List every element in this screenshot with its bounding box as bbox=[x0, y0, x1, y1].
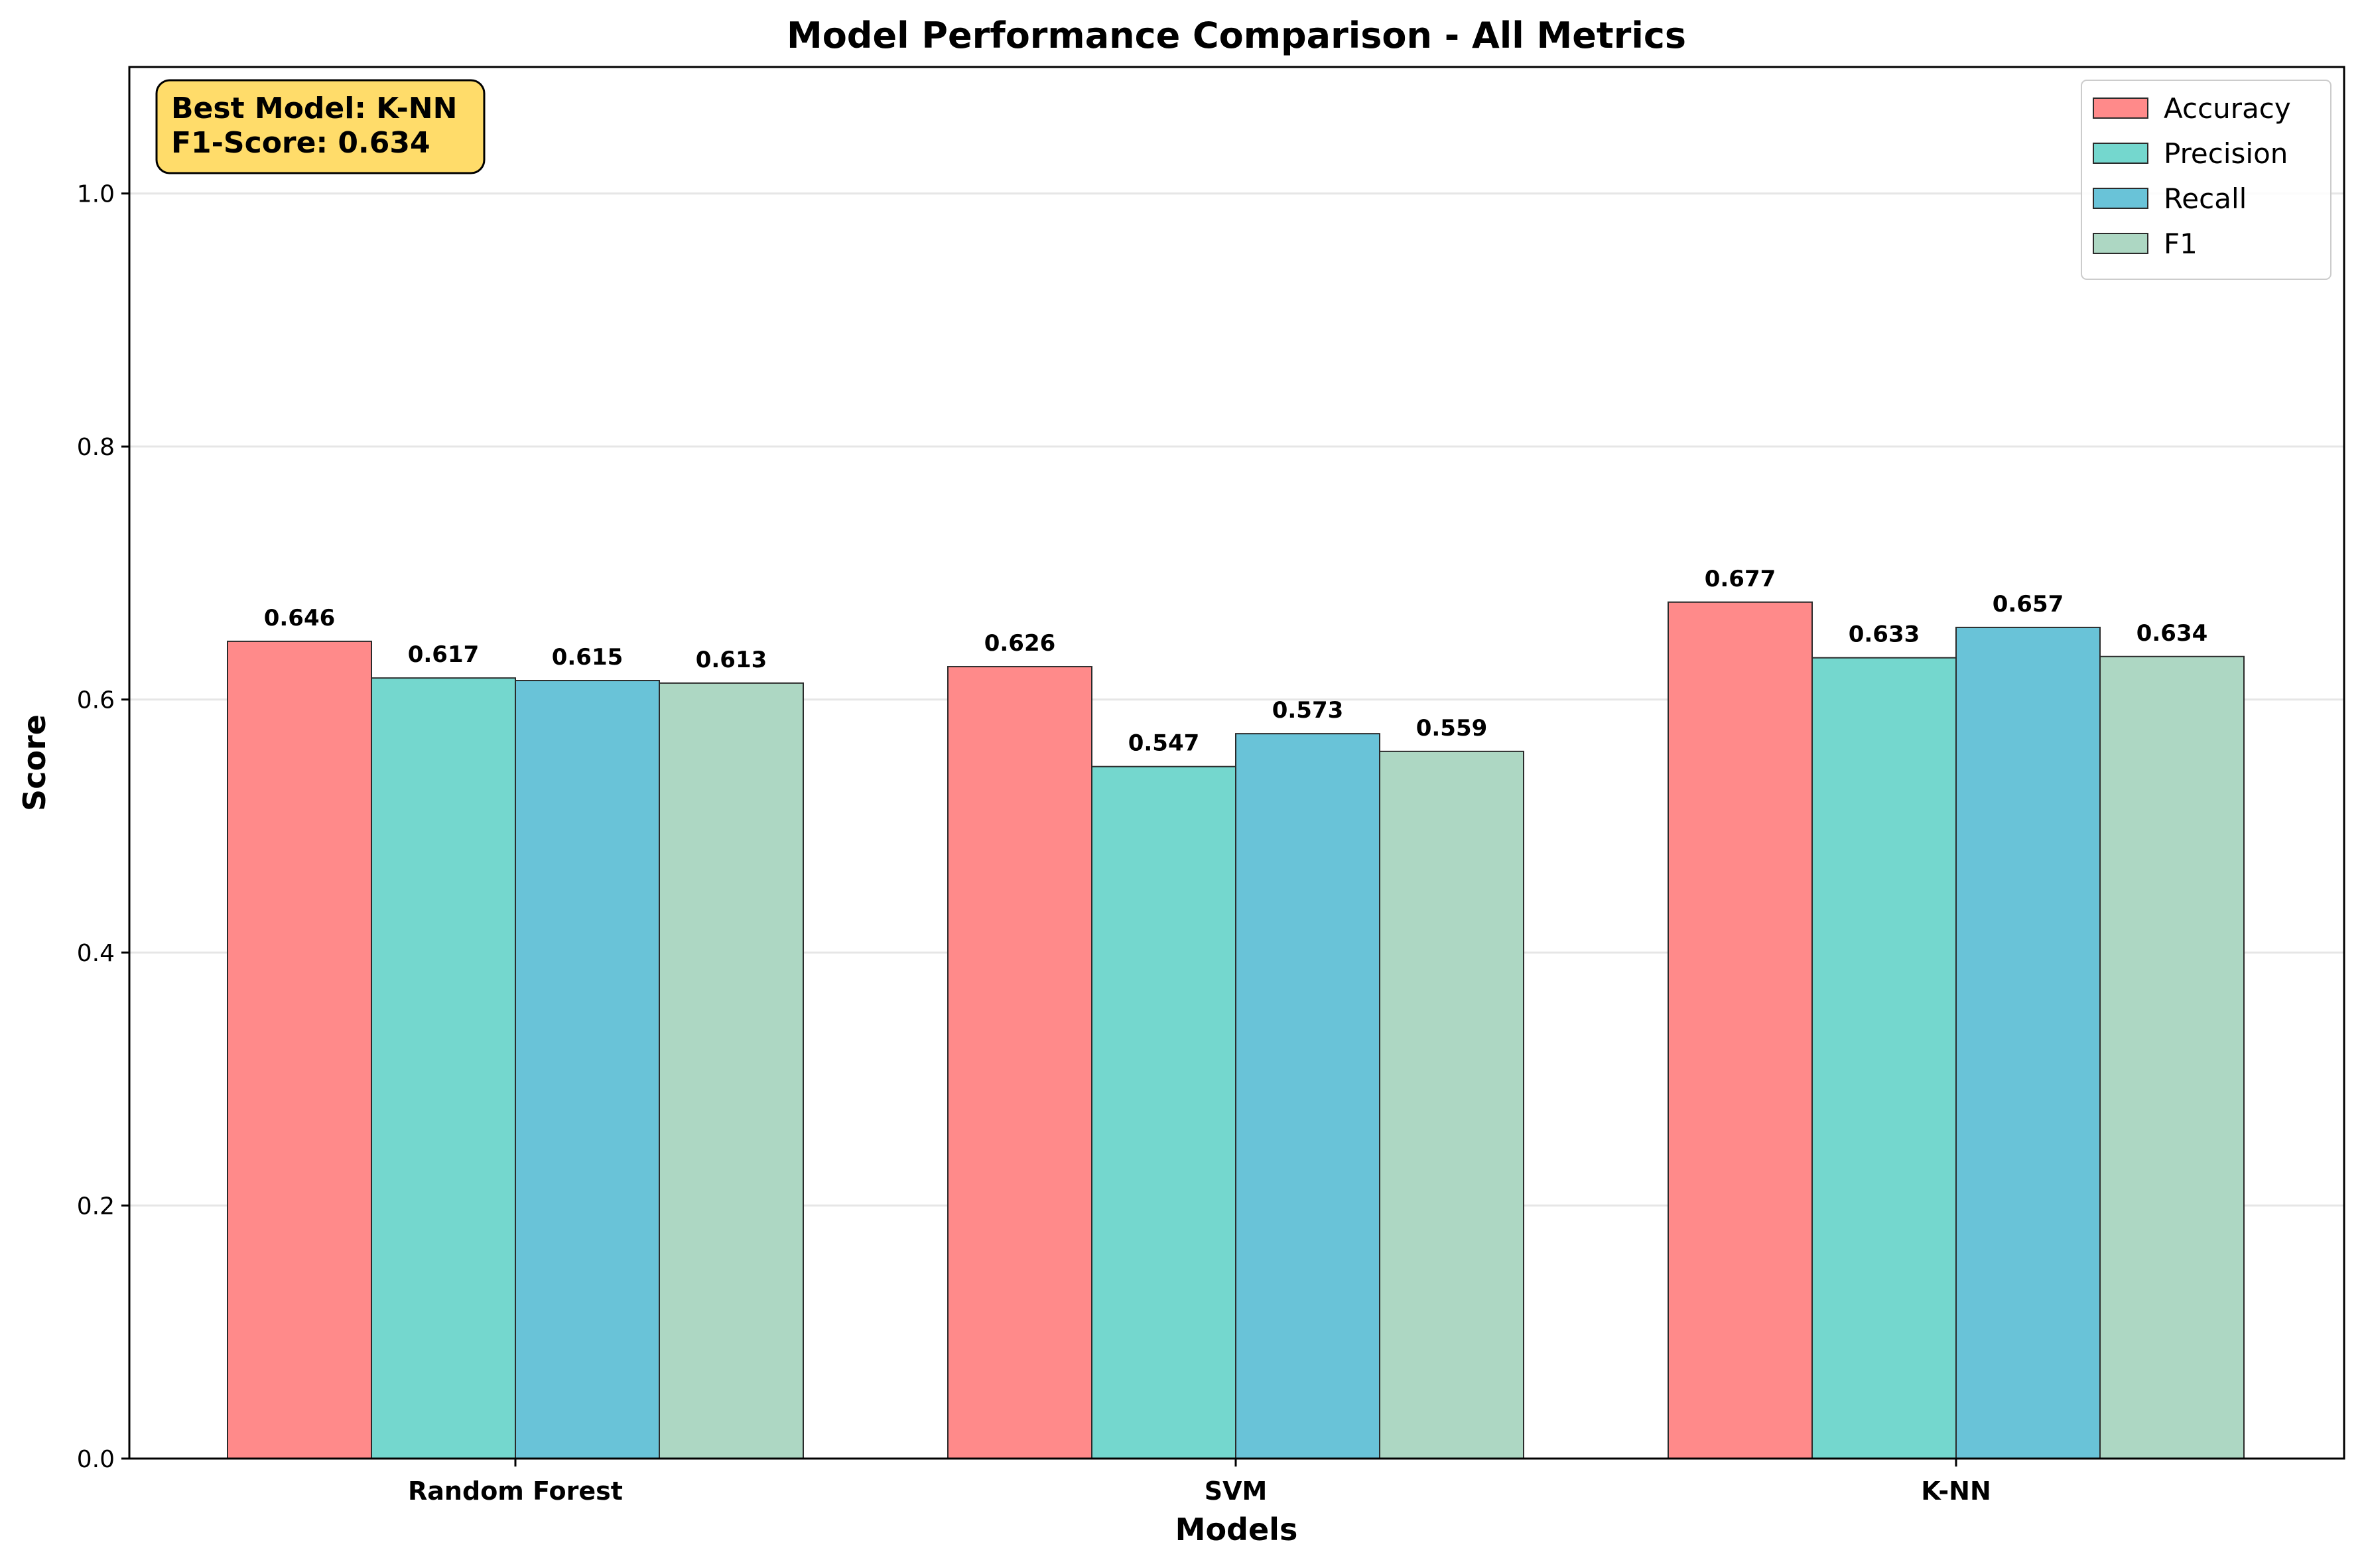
value-label: 0.573 bbox=[1272, 697, 1344, 724]
bar-accuracy bbox=[947, 666, 1092, 1460]
legend-label: Precision bbox=[2164, 137, 2288, 170]
x-tick-label: Random Forest bbox=[408, 1476, 623, 1506]
value-label: 0.613 bbox=[696, 647, 767, 673]
legend-label: Accuracy bbox=[2164, 92, 2291, 125]
annotation-line: Best Model: K-NN bbox=[171, 92, 457, 125]
value-label: 0.617 bbox=[408, 641, 480, 668]
y-tick-label: 0.0 bbox=[77, 1446, 115, 1473]
legend-swatch bbox=[2093, 188, 2148, 209]
annotation-box bbox=[155, 79, 486, 174]
x-axis-title: Models bbox=[1175, 1512, 1298, 1547]
bar-accuracy bbox=[1668, 601, 1813, 1459]
x-tick-label: K-NN bbox=[1921, 1476, 1991, 1506]
bar-f1 bbox=[2099, 655, 2245, 1459]
y-tick-label: 0.8 bbox=[77, 434, 115, 461]
legend-label: F1 bbox=[2164, 228, 2198, 260]
legend-box bbox=[2081, 80, 2331, 280]
y-tick-label: 0.6 bbox=[77, 687, 115, 714]
bar-f1 bbox=[1379, 750, 1524, 1459]
legend-label: Recall bbox=[2164, 182, 2247, 215]
bar-f1 bbox=[659, 682, 804, 1459]
legend-swatch bbox=[2093, 233, 2148, 254]
value-labels: 0.646 0.617 0.615 0.613 0.626 0.547 0.573 0.559… bbox=[264, 566, 2208, 757]
y-axis-title: Score bbox=[17, 714, 52, 811]
value-label: 0.657 bbox=[1993, 591, 2064, 618]
y-tick-label: 1.0 bbox=[77, 181, 115, 208]
x-tick-label: SVM bbox=[1205, 1476, 1268, 1506]
y-tick-label: 0.2 bbox=[77, 1193, 115, 1220]
legend: Accuracy Precision Recall F1 bbox=[2081, 80, 2331, 280]
annotation-line: F1-Score: 0.634 bbox=[171, 126, 430, 160]
value-label: 0.626 bbox=[984, 630, 1056, 657]
value-label: 0.633 bbox=[1849, 621, 1920, 648]
bar-accuracy bbox=[227, 640, 372, 1459]
value-label: 0.634 bbox=[2136, 620, 2208, 647]
value-label: 0.559 bbox=[1416, 715, 1488, 742]
y-axis: 0.0 0.2 0.4 0.6 0.8 1.0 bbox=[77, 181, 129, 1473]
value-label: 0.677 bbox=[1705, 566, 1776, 592]
bar-precision bbox=[371, 677, 516, 1459]
value-label: 0.547 bbox=[1128, 730, 1200, 757]
value-label: 0.646 bbox=[264, 605, 336, 631]
chart-title: Model Performance Comparison - All Metri… bbox=[787, 15, 1686, 56]
bar-recall bbox=[1955, 626, 2101, 1459]
bar-precision bbox=[1091, 765, 1236, 1459]
legend-swatch bbox=[2093, 143, 2148, 164]
bar-recall bbox=[1235, 733, 1380, 1459]
value-label: 0.615 bbox=[552, 644, 624, 671]
bar-recall bbox=[515, 680, 660, 1459]
bar-precision bbox=[1811, 657, 1957, 1459]
legend-swatch bbox=[2093, 98, 2148, 119]
bars bbox=[227, 601, 2245, 1460]
x-axis: Random Forest SVM K-NN bbox=[408, 1459, 1991, 1506]
y-tick-label: 0.4 bbox=[77, 940, 115, 967]
